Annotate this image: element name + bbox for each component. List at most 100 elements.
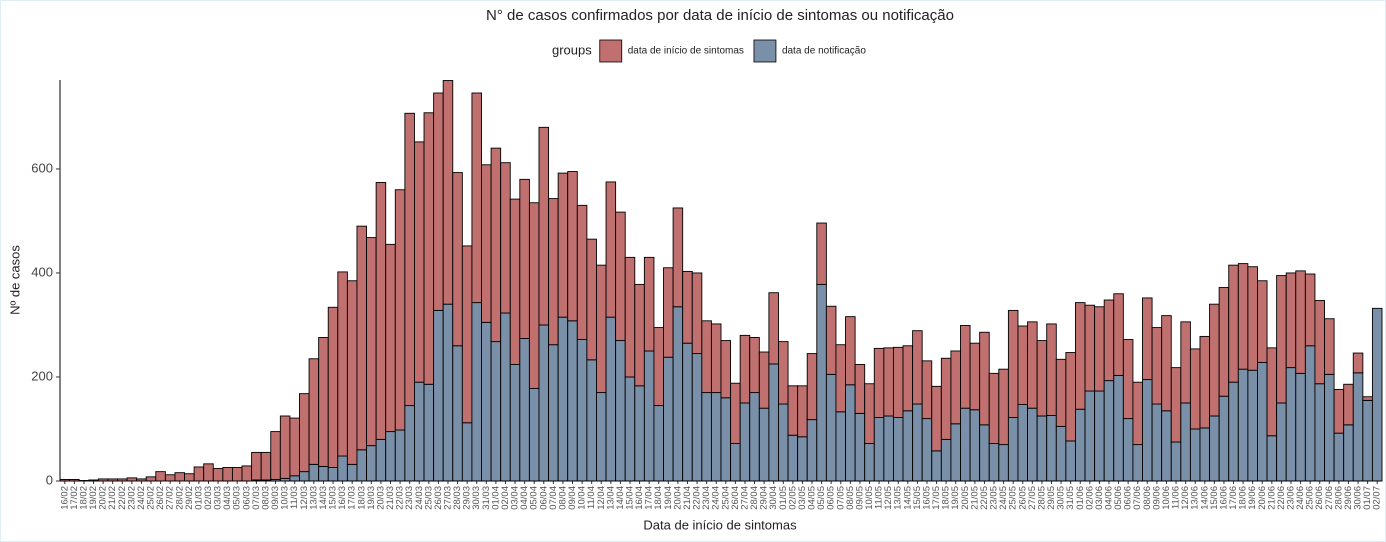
bar-segment [739, 334, 751, 404]
x-tick-label: 21/02 [107, 486, 118, 510]
bar-segment [749, 392, 760, 482]
bar-segment [960, 407, 971, 482]
y-tick-label: 200 [31, 368, 53, 383]
x-tick-label: 26/04 [730, 486, 741, 510]
bar-segment [528, 202, 540, 389]
bar-segment [1036, 340, 1048, 417]
x-axis-label: Data de início de sintomas [643, 517, 797, 532]
x-tick-label: 22/05 [979, 486, 990, 510]
x-tick-label: 08/06 [1142, 486, 1153, 510]
bar-segment [634, 385, 645, 482]
legend: groups data de início de sintomas data de … [552, 39, 866, 63]
bar-segment [155, 471, 166, 482]
bar-segment [892, 346, 904, 418]
bar-segment [1257, 280, 1268, 363]
bar-segment [1189, 428, 1201, 482]
x-tick-label: 22/02 [117, 486, 128, 510]
bar-segment [969, 342, 981, 411]
bar-segment [1199, 335, 1211, 429]
x-tick-label: 23/02 [126, 486, 137, 510]
x-tick-label: 09/04 [567, 486, 578, 510]
bar-segment [854, 412, 866, 482]
bar-segment [1314, 300, 1325, 385]
x-tick-label: 01/07 [1362, 486, 1373, 510]
x-tick-label: 01/05 [778, 486, 789, 510]
x-tick-label: 22/04 [692, 486, 703, 510]
bar-segment [385, 431, 396, 482]
x-tick-label: 27/04 [739, 486, 750, 510]
x-tick-label: 16/02 [59, 486, 70, 510]
x-tick-label: 29/06 [1343, 486, 1354, 510]
bar-segment [346, 280, 358, 465]
x-tick-label: 18/03 [356, 486, 367, 510]
x-tick-label: 16/03 [337, 486, 348, 510]
y-tick-label: 400 [31, 264, 53, 279]
bar-segment [1027, 407, 1038, 482]
x-tick-label: 04/06 [1103, 486, 1114, 510]
bar-segment [806, 353, 818, 421]
x-tick-label: 17/05 [931, 486, 942, 510]
x-tick-label: 07/03 [251, 486, 262, 510]
x-tick-label: 24/06 [1295, 486, 1306, 510]
bar-segment [1055, 358, 1067, 427]
bar-segment [375, 182, 387, 440]
bar-segment [375, 438, 387, 482]
bar-segment [873, 347, 885, 418]
bar-segment [423, 112, 435, 385]
legend-swatch [753, 39, 777, 63]
x-tick-label: 26/05 [1017, 486, 1028, 510]
x-tick-label: 13/04 [605, 486, 616, 510]
bar-segment [433, 309, 444, 482]
bar-segment [1170, 441, 1182, 482]
bar-segment [538, 126, 550, 326]
bar-segment [797, 436, 808, 482]
x-tick-label: 28/04 [749, 486, 760, 510]
x-tick-label: 15/05 [912, 486, 923, 510]
bar-segment [442, 303, 454, 482]
bar-segment [663, 267, 674, 358]
x-tick-label: 20/04 [672, 486, 683, 510]
x-tick-label: 23/05 [989, 486, 1000, 510]
bar-segment [672, 207, 684, 308]
bar-segment [1228, 264, 1239, 383]
bar-segment [1362, 396, 1373, 401]
x-tick-label: 26/02 [155, 486, 166, 510]
bar-segment [308, 358, 320, 465]
bar-segment [1094, 306, 1105, 392]
x-tick-label: 11/04 [586, 486, 597, 509]
bar-segment [1151, 327, 1163, 405]
x-tick-label: 14/03 [318, 486, 329, 510]
bar-segment [1371, 307, 1383, 482]
bar-segment [672, 306, 684, 482]
x-tick-label: 20/06 [1257, 486, 1268, 510]
bar-segment [299, 393, 310, 473]
x-tick-label: 02/03 [203, 486, 214, 510]
bar-segment [1362, 399, 1373, 482]
bar-segment [231, 467, 243, 482]
bar-segment [1046, 323, 1057, 416]
x-tick-label: 29/04 [759, 486, 770, 510]
bar-segment [1142, 379, 1153, 482]
x-tick-label: 27/05 [1027, 486, 1038, 510]
bar-segment [921, 360, 933, 420]
x-tick-label: 28/05 [1036, 486, 1047, 510]
bar-segment [586, 359, 597, 482]
bar-segment [1007, 309, 1019, 418]
bar-segment [1132, 444, 1143, 482]
bar-segment [500, 312, 511, 482]
legend-label: data de início de sintomas [628, 46, 744, 57]
bar-segment [1036, 415, 1048, 482]
x-tick-label: 23/04 [701, 486, 712, 510]
bar-segment [768, 292, 779, 365]
bar-segment [787, 385, 799, 436]
x-tick-label: 03/03 [213, 486, 224, 510]
bar-segment [241, 465, 253, 482]
bar-segment [778, 341, 789, 405]
bar-segment [845, 384, 856, 482]
bar-segment [557, 172, 569, 318]
bar-segment [1017, 325, 1029, 405]
bar-segment [509, 364, 521, 482]
bar-segment [1266, 435, 1278, 482]
bar-segment [691, 272, 703, 355]
bar-segment [442, 80, 454, 305]
